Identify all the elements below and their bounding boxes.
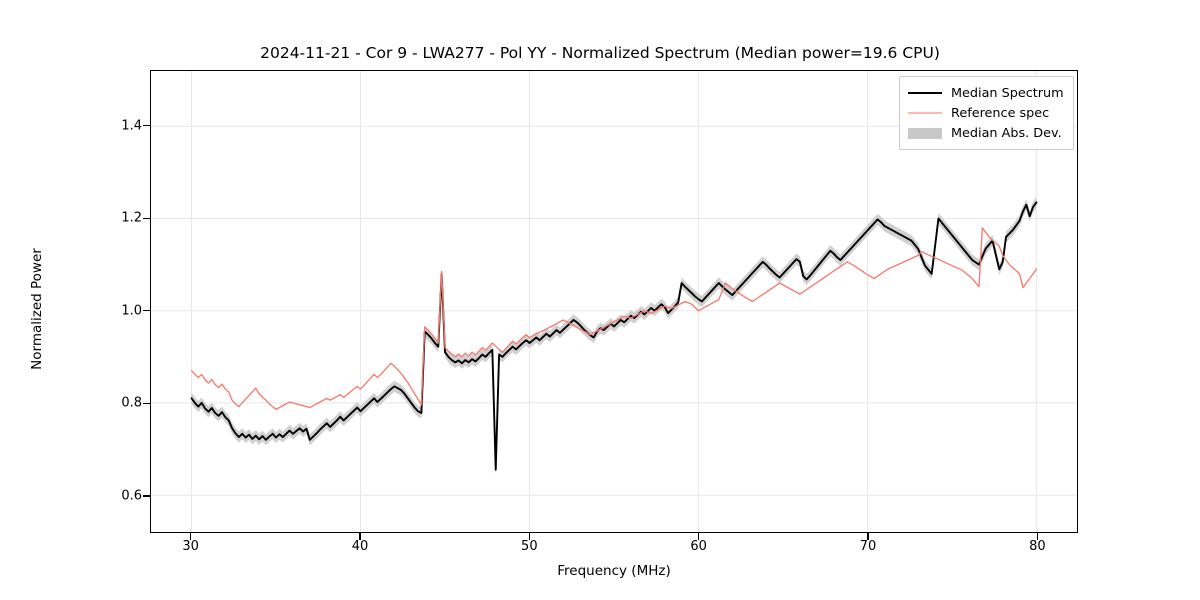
x-tick-label: 30 — [182, 539, 199, 554]
y-tick-mark — [143, 124, 150, 127]
y-tick-label: 0.6 — [121, 488, 142, 504]
x-tick-label: 80 — [1029, 539, 1046, 554]
y-tick-mark — [143, 495, 150, 497]
chart-title: 2024-11-21 - Cor 9 - LWA277 - Pol YY - N… — [260, 44, 940, 62]
x-tick-label: 70 — [859, 539, 877, 554]
plot-inner — [151, 71, 1077, 532]
legend-item-reference-spec[interactable]: Reference spec — [908, 103, 1064, 123]
legend-label-median-abs-dev: Median Abs. Dev. — [951, 125, 1062, 141]
x-tick-label: 50 — [521, 539, 538, 554]
legend-key-patch-icon — [908, 126, 942, 140]
y-tick-label: 1.0 — [121, 303, 142, 319]
legend-label-reference-spec: Reference spec — [951, 105, 1050, 121]
x-tick-mark — [359, 533, 361, 540]
legend-label-median-spectrum: Median Spectrum — [951, 85, 1064, 101]
y-axis-label: Normalized Power — [29, 248, 45, 370]
y-tick-mark — [143, 217, 150, 219]
x-tick-mark — [698, 533, 700, 540]
y-tick-label: 0.8 — [121, 395, 142, 411]
legend-key-line-icon — [908, 106, 942, 120]
x-tick-label: 40 — [351, 539, 369, 554]
legend-key-line-icon — [908, 86, 942, 100]
legend-item-median-abs-dev[interactable]: Median Abs. Dev. — [908, 123, 1064, 143]
y-tick-label: 1.4 — [121, 118, 142, 134]
y-tick-label: 1.2 — [121, 210, 142, 226]
x-tick-mark — [867, 533, 869, 540]
y-tick-mark — [143, 402, 150, 404]
x-tick-mark — [1036, 533, 1038, 540]
data-series-layer — [151, 196, 1077, 476]
x-tick-label: 60 — [690, 539, 707, 554]
chart-legend[interactable]: Median Spectrum Reference spec Median Ab… — [899, 76, 1074, 150]
x-tick-mark — [528, 533, 530, 540]
x-tick-mark — [189, 533, 192, 540]
legend-item-median-spectrum[interactable]: Median Spectrum — [908, 83, 1064, 103]
y-tick-mark — [143, 310, 150, 312]
x-axis-label: Frequency (MHz) — [557, 563, 671, 579]
